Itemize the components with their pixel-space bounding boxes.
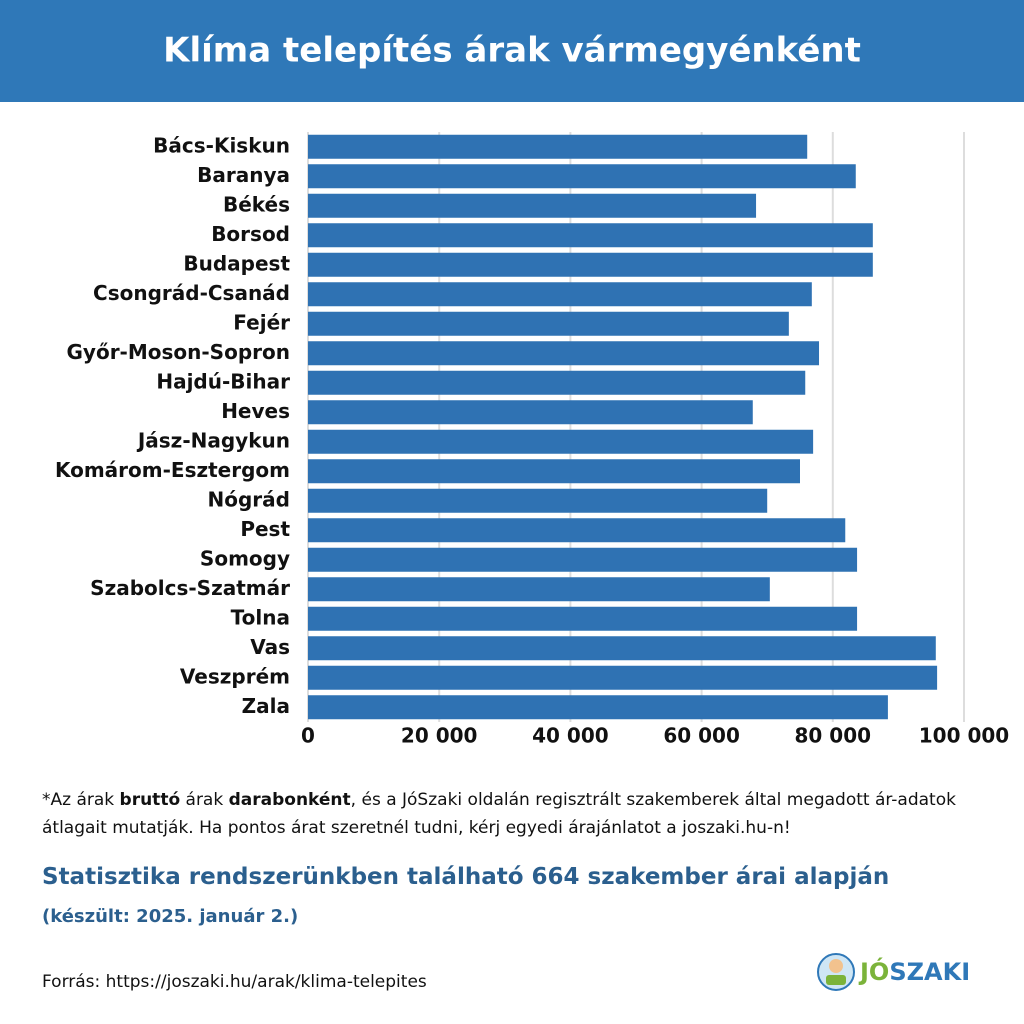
y-tick-label: Fejér bbox=[233, 310, 290, 334]
bar bbox=[308, 547, 858, 572]
y-tick-label: Pest bbox=[240, 517, 290, 541]
y-tick-label: Komárom-Esztergom bbox=[55, 458, 290, 482]
chart-title: Klíma telepítés árak vármegyénként bbox=[163, 31, 861, 71]
bar bbox=[308, 252, 873, 277]
bar bbox=[308, 429, 814, 454]
y-tick-label: Budapest bbox=[183, 251, 290, 275]
logo-icon bbox=[817, 953, 855, 991]
bar bbox=[308, 400, 753, 425]
bar bbox=[308, 370, 806, 395]
statistic: Statisztika rendszerünkben található 664… bbox=[42, 864, 890, 890]
y-tick-label: Nógrád bbox=[208, 487, 290, 511]
bar bbox=[308, 164, 856, 189]
bar bbox=[308, 223, 873, 248]
bar bbox=[308, 459, 800, 484]
bar bbox=[308, 518, 846, 543]
footnote-bold: bruttó bbox=[119, 790, 181, 810]
y-tick-label: Veszprém bbox=[180, 664, 290, 688]
bar bbox=[308, 488, 768, 513]
footnote-text: , és a JóSzaki oldalán regisztrált szake… bbox=[42, 790, 956, 838]
footnote-text: árak bbox=[180, 790, 229, 810]
bar bbox=[308, 134, 808, 159]
logo: JÓSZAKI bbox=[860, 958, 970, 986]
footnote-bold: darabonként bbox=[228, 790, 351, 810]
y-tick-label: Szabolcs-Szatmár bbox=[90, 576, 290, 600]
x-tick-label: 100 000 bbox=[919, 724, 1009, 748]
footnote: *Az árak bruttó árak darabonként, és a J… bbox=[42, 786, 992, 842]
y-tick-label: Vas bbox=[250, 635, 290, 659]
bar bbox=[308, 577, 770, 602]
y-tick-label: Győr-Moson-Sopron bbox=[67, 340, 291, 364]
bar bbox=[308, 311, 789, 336]
header-band bbox=[0, 0, 1024, 102]
bar bbox=[308, 193, 757, 218]
footnote-text: *Az árak bbox=[42, 790, 120, 810]
y-tick-label: Csongrád-Csanád bbox=[93, 281, 290, 305]
bar bbox=[308, 665, 938, 690]
y-tick-label: Somogy bbox=[200, 546, 290, 570]
bar bbox=[308, 341, 820, 366]
x-tick-label: 80 000 bbox=[795, 724, 872, 748]
bar bbox=[308, 282, 812, 307]
logo-part: SZAKI bbox=[889, 958, 971, 986]
y-tick-label: Baranya bbox=[197, 163, 290, 187]
x-tick-label: 60 000 bbox=[663, 724, 740, 748]
x-tick-label: 40 000 bbox=[532, 724, 609, 748]
x-tick-label: 0 bbox=[301, 724, 315, 748]
bar bbox=[308, 695, 888, 720]
date-note: (készült: 2025. január 2.) bbox=[42, 906, 299, 927]
logo-part: JÓ bbox=[860, 958, 890, 986]
source: Forrás: https://joszaki.hu/arak/klima-te… bbox=[42, 972, 427, 992]
y-tick-label: Jász-Nagykun bbox=[136, 428, 290, 452]
bar bbox=[308, 606, 858, 631]
y-tick-label: Hajdú-Bihar bbox=[156, 369, 290, 393]
y-tick-label: Tolna bbox=[231, 605, 290, 629]
y-tick-label: Borsod bbox=[211, 222, 290, 246]
x-tick-label: 20 000 bbox=[401, 724, 478, 748]
y-tick-label: Bács-Kiskun bbox=[153, 133, 290, 157]
y-tick-label: Zala bbox=[242, 694, 290, 718]
bar bbox=[308, 636, 936, 661]
y-tick-label: Heves bbox=[221, 399, 290, 423]
y-tick-label: Békés bbox=[223, 192, 290, 216]
